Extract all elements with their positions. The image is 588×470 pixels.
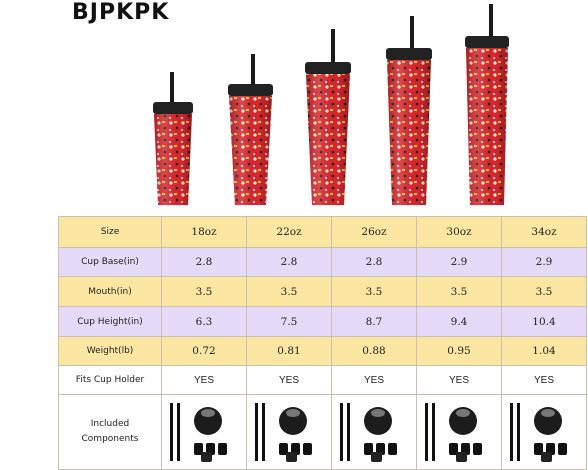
row-label-mouth: Mouth(in) <box>58 276 162 307</box>
cell: YES <box>331 365 417 395</box>
tumbler-22oz <box>228 54 273 205</box>
table-row: Cup Base(in) 2.8 2.8 2.8 2.9 2.9 <box>58 247 587 277</box>
cell: 7.5 <box>246 306 332 337</box>
tumbler-30oz <box>386 16 432 205</box>
cell: 1.04 <box>501 336 587 366</box>
cell: 2.8 <box>246 247 332 277</box>
cell: YES <box>416 365 502 395</box>
components-cell <box>161 394 247 470</box>
cell: 26oz <box>331 216 417 248</box>
spec-table: Size 18oz 22oz 26oz 30oz 34oz Cup Base(i… <box>58 216 587 470</box>
cell: 3.5 <box>161 276 247 307</box>
row-label-weight: Weight(lb) <box>58 336 162 366</box>
components-cell <box>501 394 587 470</box>
row-label-cup-height: Cup Height(in) <box>58 306 162 337</box>
components-icon <box>510 403 567 462</box>
tumbler-34oz <box>465 4 509 205</box>
row-label-cup-base: Cup Base(in) <box>58 247 162 277</box>
components-label-line2: Components <box>81 434 139 444</box>
cell: 3.5 <box>501 276 587 307</box>
cell: 2.8 <box>161 247 247 277</box>
table-row-components: Included Components <box>58 394 587 470</box>
brand-logo: BJPKPK <box>72 0 170 25</box>
cell: 0.88 <box>331 336 417 366</box>
components-cell <box>331 394 417 470</box>
cell: 3.5 <box>331 276 417 307</box>
tumbler-lineup <box>0 0 588 215</box>
cell: 6.3 <box>161 306 247 337</box>
cell: 30oz <box>416 216 502 248</box>
table-row: Cup Height(in) 6.3 7.5 8.7 9.4 10.4 <box>58 306 587 337</box>
tumbler-26oz <box>305 29 351 205</box>
cell: 34oz <box>501 216 587 248</box>
cell: 0.95 <box>416 336 502 366</box>
cell: 3.5 <box>416 276 502 307</box>
cell: 22oz <box>246 216 332 248</box>
components-cell <box>246 394 332 470</box>
cell: YES <box>246 365 332 395</box>
cell: 0.81 <box>246 336 332 366</box>
components-icon <box>255 403 312 462</box>
components-icon <box>425 403 482 462</box>
cell: 0.72 <box>161 336 247 366</box>
cell: 2.9 <box>501 247 587 277</box>
cell: 2.9 <box>416 247 502 277</box>
row-label-fits-cup-holder: Fits Cup Holder <box>58 365 162 395</box>
cell: 8.7 <box>331 306 417 337</box>
row-label-included-components: Included Components <box>58 394 162 470</box>
table-row: Weight(lb) 0.72 0.81 0.88 0.95 1.04 <box>58 336 587 366</box>
cell: 10.4 <box>501 306 587 337</box>
components-cell <box>416 394 502 470</box>
table-row: Fits Cup Holder YES YES YES YES YES <box>58 365 587 395</box>
components-icon <box>340 403 397 462</box>
cell: YES <box>161 365 247 395</box>
cell: 2.8 <box>331 247 417 277</box>
cell: YES <box>501 365 587 395</box>
row-label-size: Size <box>58 216 162 248</box>
table-row: Mouth(in) 3.5 3.5 3.5 3.5 3.5 <box>58 276 587 307</box>
components-label-line1: Included <box>90 419 130 429</box>
table-row: Size 18oz 22oz 26oz 30oz 34oz <box>58 216 587 248</box>
cell: 9.4 <box>416 306 502 337</box>
components-icon <box>170 403 227 462</box>
cell: 18oz <box>161 216 247 248</box>
cell: 3.5 <box>246 276 332 307</box>
tumbler-18oz <box>153 72 193 205</box>
